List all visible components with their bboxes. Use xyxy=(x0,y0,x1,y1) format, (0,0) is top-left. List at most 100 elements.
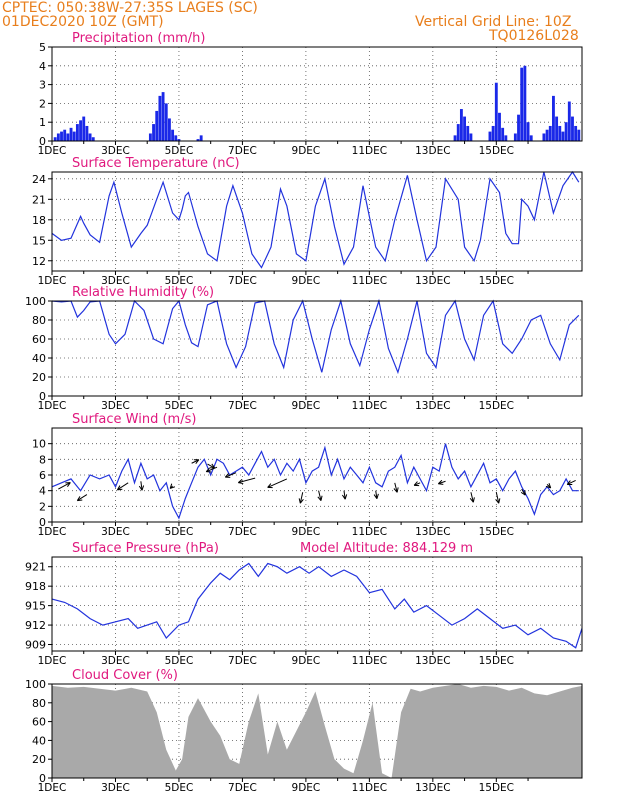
precip-bar xyxy=(167,118,171,141)
pres-xtick-label: 7DEC xyxy=(228,655,257,667)
wind-wind-arrowhead xyxy=(298,498,304,504)
precip-bar xyxy=(79,120,82,141)
temp-xtick-label: 3DEC xyxy=(101,275,130,287)
wind-xtick-label: 1DEC xyxy=(38,526,67,538)
wind-wind-arrow xyxy=(375,490,378,499)
wind-wind-arrow xyxy=(438,480,446,485)
wind-wind-arrow xyxy=(343,490,346,500)
precip-bar xyxy=(152,124,155,141)
precip-bar xyxy=(456,124,460,141)
precip-bar xyxy=(459,109,463,141)
pres-xtick-label: 5DEC xyxy=(165,655,194,667)
cloud-ytick-label: 40 xyxy=(32,734,46,747)
wind-wind-arrow xyxy=(77,494,88,502)
wind-wind-arrowhead xyxy=(169,483,176,489)
temp-ytick-label: 21 xyxy=(32,193,46,206)
wind-wind-arrow xyxy=(470,492,474,503)
temp-series-line xyxy=(51,170,580,269)
cloud-xtick-label: 5DEC xyxy=(165,782,194,794)
rh-ytick-label: 20 xyxy=(32,371,46,384)
wind-wind-arrowhead xyxy=(520,490,526,496)
precip-bar xyxy=(469,133,473,141)
wind-ytick-label: 4 xyxy=(39,485,46,498)
precip-bar xyxy=(174,135,178,141)
wind-wind-arrow xyxy=(318,490,322,501)
precip-bar xyxy=(542,133,546,141)
pres-ytick-label: 921 xyxy=(25,561,46,574)
wind-wind-arrow xyxy=(140,481,143,491)
precip-bar xyxy=(552,95,555,141)
wind-ytick-label: 10 xyxy=(32,438,46,451)
precip-bar xyxy=(517,114,520,141)
cloud-xtick-label: 9DEC xyxy=(292,782,321,794)
precip-bar xyxy=(577,129,581,141)
temp-xtick-label: 5DEC xyxy=(165,275,194,287)
wind-wind-arrow xyxy=(206,466,218,473)
temp-xtick-label: 15DEC xyxy=(479,275,514,287)
precip-bar xyxy=(148,133,152,141)
pres-xtick-label: 13DEC xyxy=(415,655,450,667)
precip-bar xyxy=(504,135,508,141)
precip-bar xyxy=(155,110,159,141)
wind-wind-arrow xyxy=(238,477,256,484)
header-model-id: TQ0126L028 xyxy=(489,28,579,44)
header-grid-note: Vertical Grid Line: 10Z xyxy=(415,14,572,30)
precip-bar xyxy=(545,129,549,141)
temp-xtick-label: 7DEC xyxy=(228,275,257,287)
precip-bar xyxy=(56,133,60,141)
cloud-xtick-label: 7DEC xyxy=(228,782,257,794)
wind-ytick-label: 8 xyxy=(39,453,46,466)
rh-ytick-label: 40 xyxy=(32,352,46,365)
precip-bar xyxy=(53,137,57,141)
wind-wind-arrow xyxy=(117,482,129,491)
wind-wind-arrowhead xyxy=(495,498,501,504)
wind-wind-arrow xyxy=(394,482,398,493)
pres-series-line xyxy=(51,562,583,649)
wind-wind-arrowhead xyxy=(566,480,573,486)
rh-ytick-label: 100 xyxy=(25,295,46,308)
wind-series-line xyxy=(51,443,579,520)
wind-wind-arrow xyxy=(495,492,500,504)
precip-bar xyxy=(501,127,505,141)
precip-bar xyxy=(161,92,165,141)
pres-xtick-label: 3DEC xyxy=(101,655,130,667)
wind-wind-arrowhead xyxy=(317,495,323,501)
wind-xtick-label: 11DEC xyxy=(352,526,387,538)
wind-wind-arrow xyxy=(521,488,526,496)
precip-bar xyxy=(488,131,492,141)
precip-bar xyxy=(91,137,95,141)
rh-series-line xyxy=(51,298,580,375)
precip-bar xyxy=(561,131,565,141)
cloud-ytick-label: 60 xyxy=(32,716,46,729)
temp-ytick-label: 18 xyxy=(32,214,46,227)
precip-bar xyxy=(571,116,574,141)
wind-wind-arrowhead xyxy=(393,487,399,493)
precip-bar xyxy=(558,125,562,141)
precip-bar xyxy=(494,82,498,141)
precip-bar xyxy=(69,127,73,141)
wind-ytick-label: 2 xyxy=(39,500,46,513)
wind-wind-arrowhead xyxy=(116,485,123,491)
precip-bar xyxy=(564,122,568,141)
wind-xtick-label: 13DEC xyxy=(415,526,450,538)
pres-xtick-label: 15DEC xyxy=(479,655,514,667)
pres-xtick-label: 11DEC xyxy=(352,655,387,667)
precip-bar xyxy=(88,133,92,141)
pres-xtick-label: 1DEC xyxy=(38,655,67,667)
wind-xtick-label: 3DEC xyxy=(101,526,130,538)
cloud-xtick-label: 1DEC xyxy=(38,782,67,794)
precip-bar xyxy=(75,124,79,141)
precip-bar xyxy=(164,103,168,141)
precip-ytick-label: 2 xyxy=(39,97,46,110)
precip-xtick-label: 15DEC xyxy=(479,145,514,157)
cloud-xtick-label: 15DEC xyxy=(479,782,514,794)
temp-title: Surface Temperature (nC) xyxy=(72,156,240,171)
wind-wind-arrowhead xyxy=(267,483,273,489)
pres-ytick-label: 915 xyxy=(25,600,46,613)
wind-wind-arrow xyxy=(299,492,304,504)
precip-ytick-label: 5 xyxy=(39,41,46,54)
rh-xtick-label: 7DEC xyxy=(228,400,257,412)
cloud-xtick-label: 3DEC xyxy=(101,782,130,794)
wind-wind-arrowhead xyxy=(545,483,552,489)
precip-xtick-label: 5DEC xyxy=(165,145,194,157)
